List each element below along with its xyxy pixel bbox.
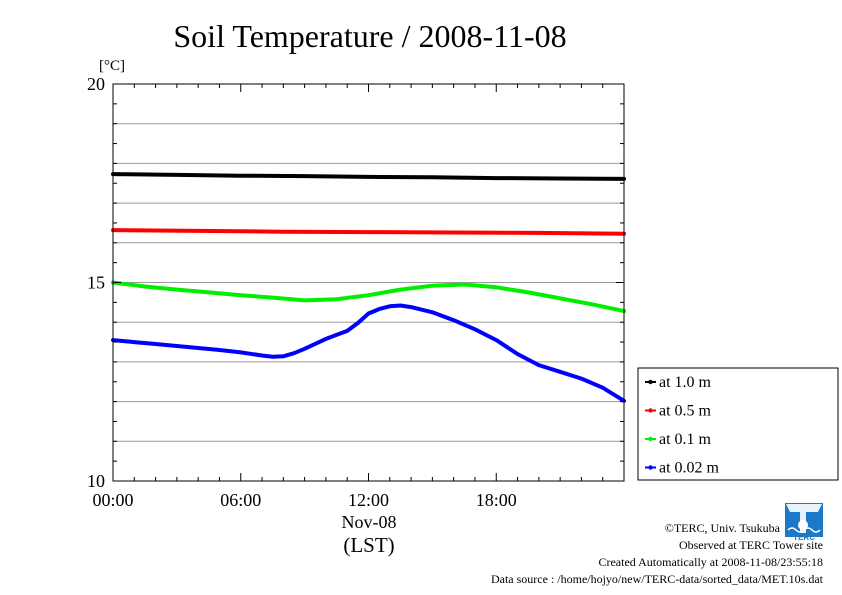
data-point bbox=[452, 318, 456, 322]
axis-ticks bbox=[112, 83, 625, 482]
tick-labels: 10 15 20 00:00 06:00 12:00 18:00 bbox=[87, 74, 517, 510]
legend-marker bbox=[648, 436, 653, 442]
data-point bbox=[303, 174, 307, 178]
data-point bbox=[590, 302, 594, 306]
data-point bbox=[430, 175, 434, 179]
data-point bbox=[207, 290, 211, 294]
data-point bbox=[526, 290, 530, 294]
data-point bbox=[335, 297, 339, 301]
data-point bbox=[239, 350, 243, 354]
legend-label: at 0.1 m bbox=[659, 431, 712, 448]
legend-marker bbox=[648, 465, 653, 470]
data-point bbox=[494, 176, 498, 180]
y-tick-label: 10 bbox=[87, 471, 105, 491]
data-point bbox=[452, 230, 456, 235]
data-point bbox=[377, 307, 381, 311]
legend-box bbox=[637, 367, 839, 481]
chart-title: Soil Temperature / 2008-11-08 bbox=[173, 18, 566, 54]
y-tick-label: 15 bbox=[87, 273, 105, 293]
data-point bbox=[196, 346, 200, 350]
data-point bbox=[366, 230, 371, 234]
data-point bbox=[217, 348, 222, 352]
data-point bbox=[356, 321, 360, 325]
data-point bbox=[303, 298, 307, 302]
data-point bbox=[260, 353, 264, 358]
data-point bbox=[601, 386, 605, 390]
data-point bbox=[175, 288, 179, 292]
data-point bbox=[271, 355, 275, 359]
x-date-label: Nov-08 bbox=[342, 512, 397, 532]
data-point bbox=[430, 310, 434, 314]
series-line bbox=[111, 303, 626, 403]
data-point bbox=[324, 337, 328, 341]
data-point bbox=[430, 284, 434, 288]
legend-label: at 0.02 m bbox=[659, 460, 720, 477]
series-lines bbox=[111, 172, 626, 403]
data-point bbox=[398, 303, 402, 308]
x-tick-label: 00:00 bbox=[92, 490, 133, 510]
data-point bbox=[494, 338, 498, 342]
data-point bbox=[143, 284, 147, 289]
data-point bbox=[473, 327, 477, 331]
legend: at 1.0 m at 0.5 m at 0.1 m at 0.02 m bbox=[637, 367, 839, 481]
data-point bbox=[366, 175, 371, 179]
data-point bbox=[398, 288, 402, 292]
data-point bbox=[515, 352, 520, 356]
data-point bbox=[345, 329, 349, 333]
copyright-text: ©TERC, Univ. Tsukuba bbox=[665, 521, 781, 535]
data-point bbox=[366, 311, 371, 316]
data-point bbox=[579, 377, 584, 381]
data-point bbox=[281, 230, 285, 234]
data-point bbox=[281, 354, 285, 358]
data-point bbox=[537, 363, 541, 367]
x-tick-label: 06:00 bbox=[220, 490, 261, 510]
legend-label: at 1.0 m bbox=[659, 374, 712, 391]
y-axis-unit: [°C] bbox=[99, 58, 125, 74]
data-point bbox=[292, 351, 296, 355]
legend-marker bbox=[648, 379, 653, 385]
data-point bbox=[494, 285, 498, 289]
y-tick-label: 20 bbox=[87, 74, 105, 94]
data-point bbox=[271, 296, 275, 300]
legend-marker bbox=[648, 408, 653, 413]
observed-text: Observed at TERC Tower site bbox=[679, 538, 823, 552]
data-point bbox=[558, 370, 562, 374]
data-point bbox=[303, 347, 307, 351]
data-point bbox=[175, 344, 179, 348]
data-point bbox=[409, 305, 413, 309]
data-point bbox=[132, 340, 136, 344]
legend-label: at 0.5 m bbox=[659, 403, 712, 420]
source-text: Data source : /home/hojyo/new/TERC-data/… bbox=[491, 572, 824, 586]
data-point bbox=[558, 176, 562, 181]
grid bbox=[113, 123, 624, 442]
created-text: Created Automatically at 2008-11-08/23:5… bbox=[598, 555, 823, 569]
terc-logo-icon: TERC bbox=[785, 503, 823, 542]
data-point bbox=[366, 293, 371, 297]
x-tick-label: 12:00 bbox=[348, 490, 389, 510]
data-point bbox=[154, 342, 158, 346]
data-point bbox=[537, 231, 541, 235]
data-point bbox=[239, 174, 243, 178]
x-axis-label: (LST) bbox=[343, 533, 394, 557]
data-point bbox=[196, 229, 200, 233]
data-point bbox=[558, 296, 562, 300]
data-point bbox=[388, 304, 392, 308]
logo-text: TERC bbox=[793, 533, 815, 542]
data-point bbox=[462, 282, 466, 287]
data-point bbox=[239, 293, 243, 297]
x-tick-label: 18:00 bbox=[476, 490, 517, 510]
data-point bbox=[175, 173, 179, 177]
